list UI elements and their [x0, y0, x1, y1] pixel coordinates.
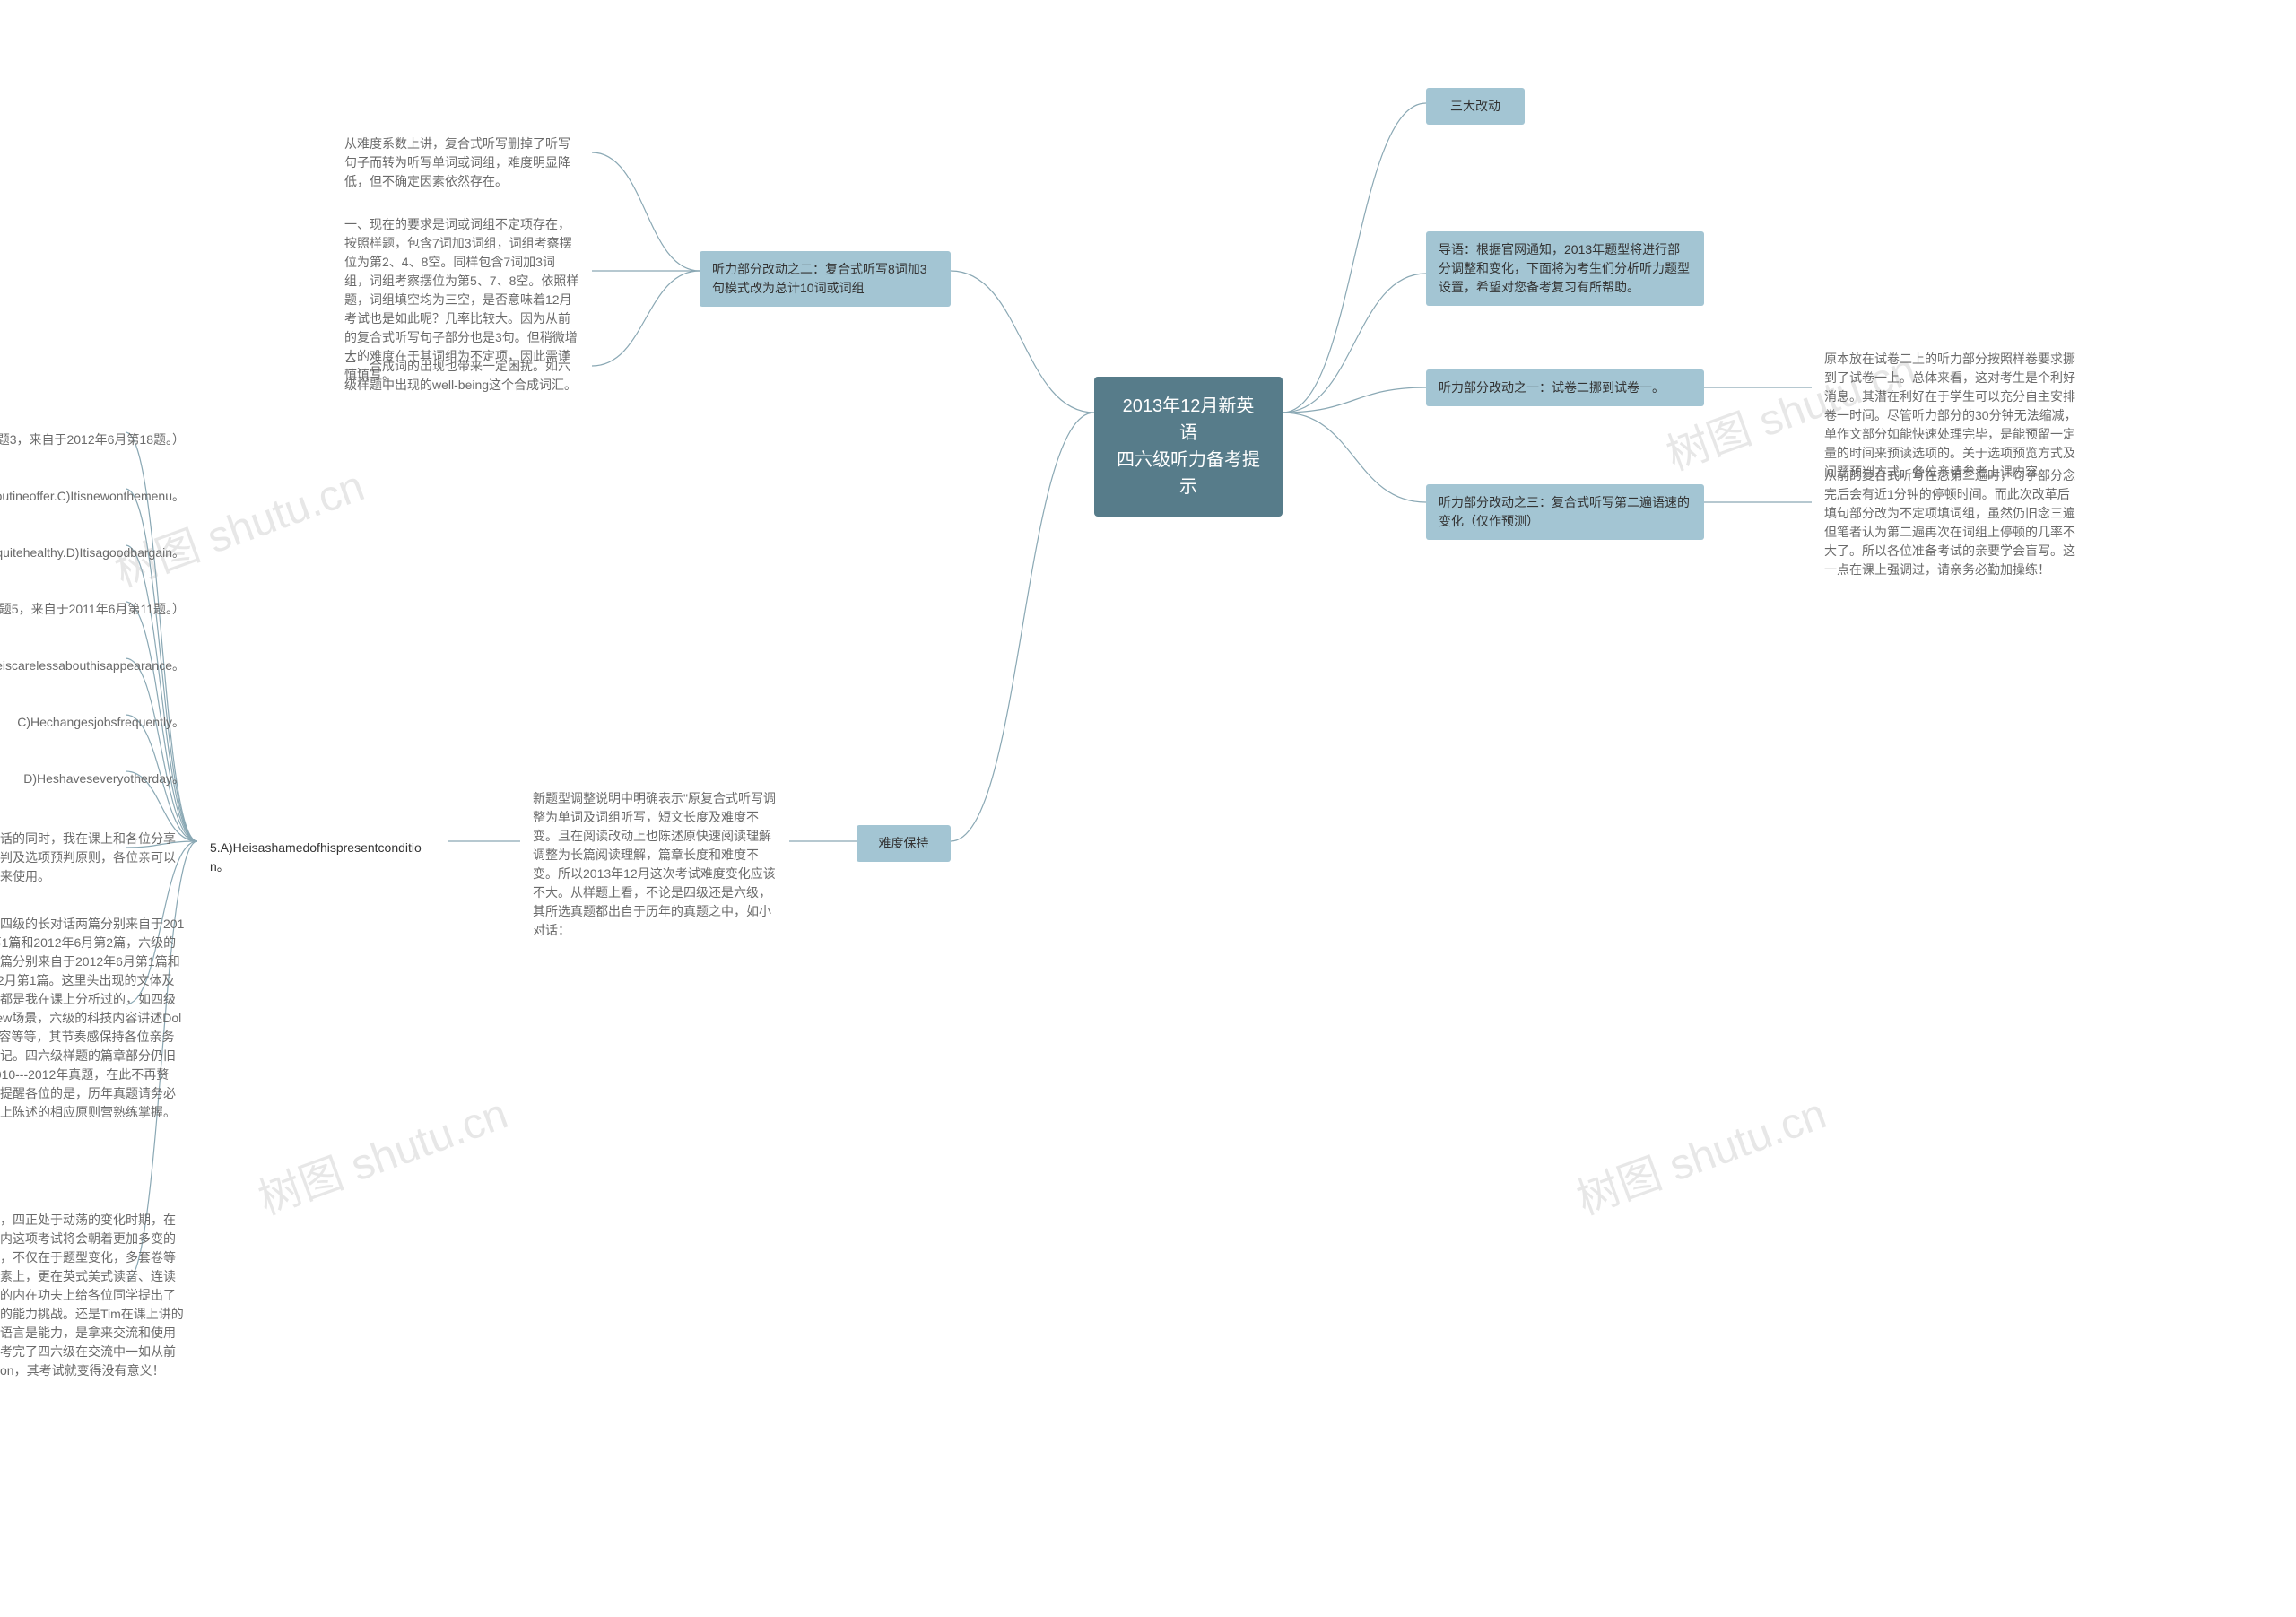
branch-change-2: 听力部分改动之二：复合式听写8词加3句模式改为总计10词或词组	[700, 251, 951, 307]
leaf-s8: 在讲小对话的同时，我在课上和各位分享了问题预判及选项预判原则，各位亲可以及时拿出…	[0, 821, 197, 895]
leaf-sub-5a: 5.A)Heisashamedofhispresentcondition。	[197, 830, 448, 885]
leaf-s9: 同样的，四级的长对话两篇分别来自于2011年6月第1篇和2012年6月第2篇，六…	[0, 906, 197, 1131]
leaf-s4: （四级样题5，来自于2011年6月第11题。）	[0, 591, 197, 628]
center-line1: 2013年12月新英语	[1114, 393, 1263, 447]
leaf-s1: （四级样题3，来自于2012年6月第18题。）	[0, 422, 197, 458]
center-line2: 四六级听力备考提示	[1114, 447, 1263, 500]
watermark: 树图 shutu.cn	[105, 450, 371, 598]
leaf-change-2-l3: 二、合成词的出现也带来一定困扰。如六级样题中出现的well-being这个合成词…	[332, 348, 592, 404]
branch-change-3: 听力部分改动之三：复合式听写第二遍语速的变化（仅作预测）	[1426, 484, 1704, 540]
watermark: 树图 shutu.cn	[248, 1078, 515, 1226]
leaf-change-2-l1: 从难度系数上讲，复合式听写删掉了听写句子而转为听写单词或词组，难度明显降低，但不…	[332, 126, 592, 200]
leaf-s3: B)Itisquitehealthy.D)Itisagoodbargain。	[0, 535, 197, 571]
branch-three-changes: 三大改动	[1426, 88, 1525, 125]
leaf-s2: A)Itisaroutineoffer.C)Itisnewonthemenu。	[0, 478, 197, 515]
leaf-s5: B)Heiscarelessabouthisappearance。	[0, 648, 197, 684]
watermark: 树图 shutu.cn	[1567, 1078, 1833, 1226]
center-node: 2013年12月新英语 四六级听力备考提示	[1094, 377, 1283, 517]
branch-intro: 导语：根据官网通知，2013年题型将进行部分调整和变化，下面将为考生们分析听力题…	[1426, 231, 1704, 306]
leaf-difficulty-intermediate: 新题型调整说明中明确表示"原复合式听写调整为单词及词组听写，短文长度及难度不变。…	[520, 780, 789, 949]
leaf-s6: C)Hechangesjobsfrequently。	[0, 704, 197, 741]
branch-difficulty: 难度保持	[857, 825, 951, 862]
leaf-change-3-detail: 从前的复合式听写在念第二遍时，句子部分念完后会有近1分钟的停顿时间。而此次改革后…	[1812, 457, 2090, 588]
leaf-s10: 总而言之，四正处于动荡的变化时期，在未来几年内这项考试将会朝着更加多变的方向发展…	[0, 1202, 197, 1389]
branch-change-1: 听力部分改动之一：试卷二挪到试卷一。	[1426, 369, 1704, 406]
leaf-s7: D)Heshaveseveryotherday。	[0, 761, 197, 797]
